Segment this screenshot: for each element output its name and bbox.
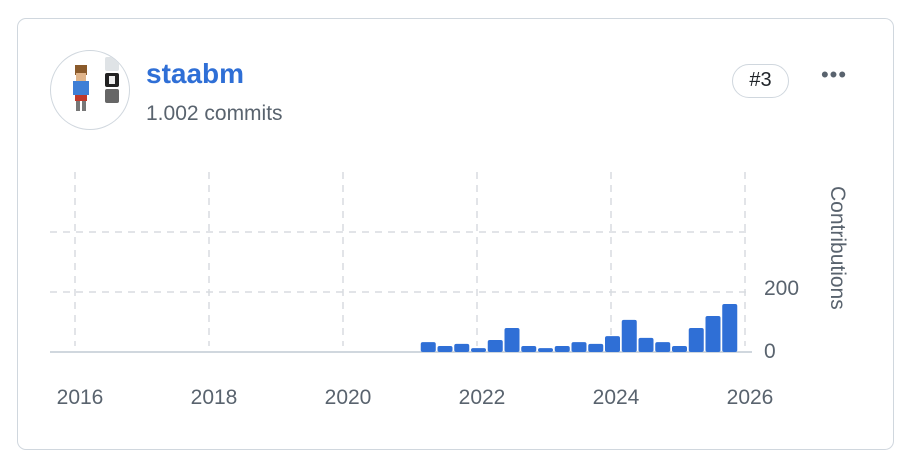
bar-2021-Q2 [420,342,436,352]
bar-2025-Q3 [705,316,721,352]
x-tick-label: 2022 [459,386,506,409]
bar-2023-Q3 [571,342,587,352]
avatar[interactable] [50,50,130,130]
commit-count: 1.002 commits [146,102,283,125]
bar-2025-Q2 [688,328,704,352]
bar-2022-Q3 [504,328,520,352]
bar-2023-Q1 [538,348,553,352]
x-tick-label: 2018 [191,386,238,409]
kebab-horizontal-icon[interactable]: ••• [820,62,848,87]
y-tick-label: 200 [764,277,799,300]
y-axis-label: Contributions [826,186,849,310]
x-tick-label: 2016 [57,386,104,409]
bar-2024-Q2 [621,319,637,352]
bar-2025-Q1 [672,346,687,352]
x-tick-label: 2024 [593,386,640,409]
bar-2022-Q4 [521,346,537,352]
y-tick-label: 0 [764,340,776,363]
contributor-card [17,18,894,450]
avatar-image [73,57,119,111]
bar-2024-Q3 [638,337,654,352]
bar-2023-Q4 [588,343,604,352]
bar-2022-Q1 [471,348,486,352]
bar-2021-Q4 [454,343,470,352]
bar-2024-Q4 [655,342,671,352]
rank-badge: #3 [732,64,789,98]
bar-2025-Q4 [722,304,738,352]
x-tick-label: 2026 [727,386,774,409]
bar-2022-Q2 [487,340,503,352]
bar-2023-Q2 [554,346,570,352]
bar-2024-Q1 [605,336,620,352]
contributor-username-link[interactable]: staabm [146,58,245,89]
bar-2021-Q3 [437,346,453,352]
x-tick-label: 2020 [325,386,372,409]
